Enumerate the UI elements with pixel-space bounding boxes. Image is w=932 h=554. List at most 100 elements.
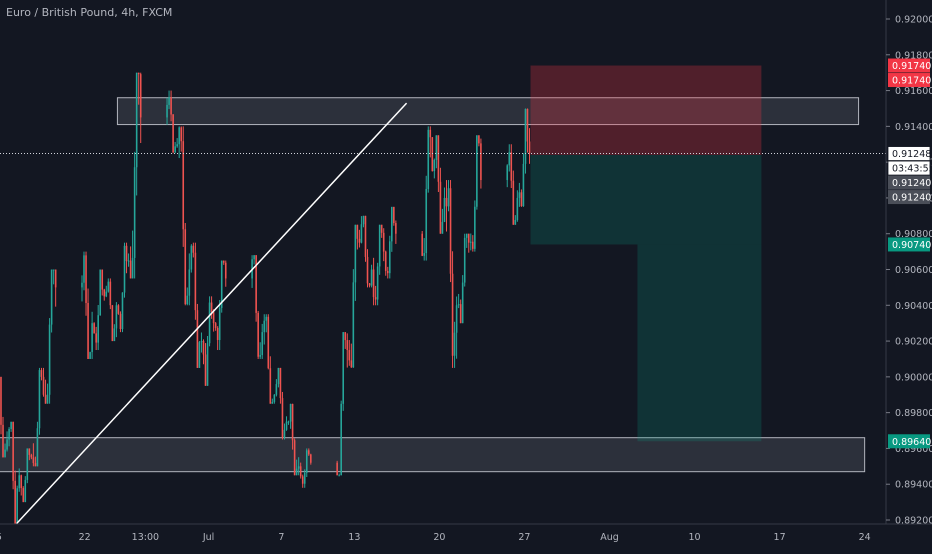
- candle: [388, 235, 391, 279]
- candle: [259, 342, 261, 359]
- candle: [48, 318, 51, 404]
- candle: [277, 367, 280, 388]
- countdown-tag: 03:43:55: [887, 160, 932, 176]
- time-axis[interactable]: 15 22 13:00 Jul 7 13 20 27 Aug 10 17 24: [0, 532, 871, 543]
- y-tick-label: 0.91800: [895, 50, 932, 61]
- candle: [265, 314, 268, 333]
- candle: [508, 144, 511, 172]
- candle: [44, 379, 47, 404]
- candle: [273, 394, 276, 404]
- candle: [216, 326, 219, 351]
- y-tick-label: 0.89600: [895, 444, 932, 455]
- candle: [269, 356, 272, 404]
- y-tick-label: 0.90600: [895, 265, 932, 276]
- candle: [89, 351, 91, 359]
- candle: [83, 251, 85, 291]
- support-zone[interactable]: [0, 437, 866, 473]
- svg-text:0.89640: 0.89640: [892, 437, 931, 448]
- candle: [121, 292, 124, 333]
- x-tick-label: 20: [433, 532, 445, 543]
- candle: [125, 242, 128, 274]
- candle: [188, 253, 191, 306]
- svg-text:0.91248: 0.91248: [892, 149, 931, 160]
- candle: [459, 299, 462, 324]
- x-tick-label: 15: [0, 532, 2, 543]
- candle: [34, 456, 37, 467]
- plot-layer: [0, 65, 866, 524]
- price-axis[interactable]: 0.920000.918000.916000.914000.912000.910…: [886, 15, 932, 527]
- candle: [429, 126, 432, 158]
- svg-text:0.91240: 0.91240: [892, 178, 931, 189]
- candle: [224, 260, 227, 287]
- candle: [137, 72, 140, 105]
- candle: [133, 151, 136, 279]
- candle: [395, 220, 397, 244]
- candle: [107, 278, 110, 293]
- candle: [386, 266, 389, 279]
- x-tick-label: 27: [518, 532, 530, 543]
- candle: [524, 108, 527, 174]
- y-tick-label: 0.90800: [895, 229, 932, 240]
- candle: [378, 224, 381, 275]
- candle: [46, 383, 49, 404]
- candle: [445, 180, 448, 232]
- candle: [437, 135, 440, 193]
- candle: [303, 469, 306, 488]
- candle: [425, 175, 428, 261]
- candle: [129, 246, 132, 279]
- y-tick-label: 0.89400: [895, 480, 932, 491]
- candle: [449, 180, 452, 283]
- candle: [54, 269, 57, 307]
- svg-text:0.90740: 0.90740: [892, 240, 931, 251]
- price-label-tag: 0.91740: [888, 73, 931, 88]
- candle: [22, 486, 25, 503]
- candle: [391, 206, 393, 252]
- candle: [2, 416, 4, 458]
- reward-zone-extended[interactable]: [637, 244, 762, 442]
- candle: [176, 138, 178, 148]
- candle: [99, 269, 102, 316]
- candle: [101, 269, 104, 296]
- candle: [8, 427, 10, 447]
- candle: [301, 474, 304, 488]
- candle: [289, 403, 292, 429]
- candle: [198, 341, 201, 368]
- candle: [344, 332, 347, 349]
- candle: [202, 339, 205, 365]
- candle: [180, 126, 183, 152]
- candle: [518, 182, 521, 207]
- candle: [91, 311, 93, 359]
- candle: [512, 170, 515, 225]
- resistance-zone[interactable]: [116, 97, 860, 126]
- candle: [275, 379, 278, 397]
- candle: [186, 287, 189, 306]
- x-tick-label: 10: [689, 532, 701, 543]
- candle: [439, 167, 442, 234]
- svg-text:0.91740: 0.91740: [892, 61, 931, 72]
- x-tick-label: 7: [278, 532, 284, 543]
- trendline[interactable]: [16, 102, 408, 524]
- reward-zone[interactable]: [530, 154, 762, 245]
- candle: [453, 321, 456, 368]
- candle: [261, 323, 264, 359]
- candle: [297, 457, 300, 476]
- chart-title: Euro / British Pound, 4h, FXCM: [6, 6, 173, 19]
- candle: [196, 303, 199, 368]
- candle: [354, 224, 357, 301]
- candle: [166, 97, 168, 125]
- current-price-tag: 0.91248: [887, 146, 931, 161]
- candle: [307, 448, 310, 456]
- candle: [204, 343, 207, 386]
- candle: [291, 403, 294, 450]
- candle: [368, 283, 371, 288]
- candle: [528, 128, 531, 164]
- candle: [384, 250, 387, 276]
- candle: [295, 459, 298, 476]
- risk-zone[interactable]: [530, 65, 762, 155]
- candle: [4, 443, 6, 458]
- candle: [433, 158, 436, 179]
- candle: [476, 135, 478, 210]
- candle: [182, 126, 185, 247]
